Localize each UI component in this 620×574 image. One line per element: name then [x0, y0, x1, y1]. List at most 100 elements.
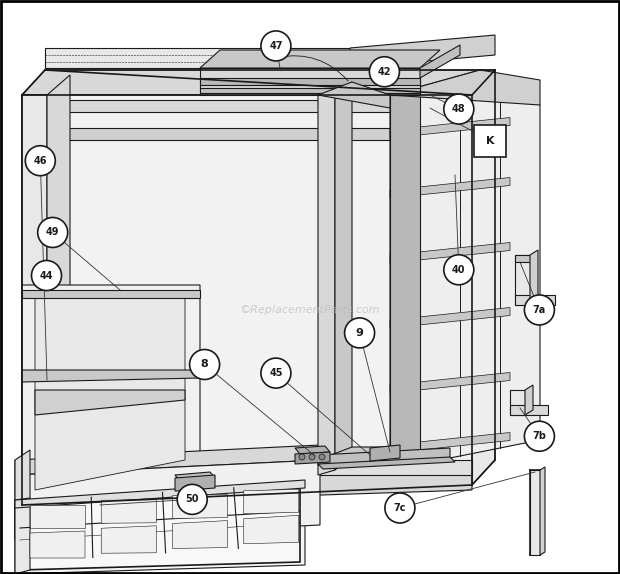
Polygon shape	[318, 457, 455, 469]
Polygon shape	[295, 446, 330, 454]
Polygon shape	[390, 242, 510, 263]
Polygon shape	[47, 75, 70, 475]
Polygon shape	[20, 483, 300, 570]
FancyBboxPatch shape	[474, 125, 506, 157]
Polygon shape	[390, 432, 510, 453]
Text: ©ReplacementParts.com: ©ReplacementParts.com	[240, 305, 380, 315]
Polygon shape	[318, 82, 390, 108]
Polygon shape	[200, 78, 420, 85]
Polygon shape	[30, 505, 85, 528]
Polygon shape	[420, 45, 460, 78]
Polygon shape	[390, 177, 510, 198]
Polygon shape	[472, 70, 495, 485]
Circle shape	[32, 261, 61, 290]
Polygon shape	[510, 390, 525, 415]
Polygon shape	[335, 82, 352, 470]
Text: 9: 9	[356, 328, 363, 338]
Polygon shape	[15, 480, 305, 508]
Polygon shape	[390, 118, 510, 138]
Polygon shape	[390, 95, 420, 470]
Text: 8: 8	[201, 359, 208, 370]
Polygon shape	[390, 70, 540, 105]
Circle shape	[525, 421, 554, 451]
Polygon shape	[22, 290, 200, 298]
Polygon shape	[244, 489, 299, 514]
Text: 48: 48	[452, 104, 466, 114]
Polygon shape	[350, 35, 495, 68]
Polygon shape	[540, 467, 545, 555]
Circle shape	[319, 454, 325, 460]
Circle shape	[299, 454, 305, 460]
Circle shape	[261, 358, 291, 388]
Text: 40: 40	[452, 265, 466, 275]
Circle shape	[261, 31, 291, 61]
Polygon shape	[15, 480, 305, 574]
Polygon shape	[22, 460, 472, 475]
Text: 7b: 7b	[533, 431, 546, 441]
Circle shape	[177, 484, 207, 514]
Polygon shape	[530, 470, 540, 555]
Polygon shape	[22, 70, 495, 95]
Text: 7c: 7c	[394, 503, 406, 513]
Text: 42: 42	[378, 67, 391, 77]
Polygon shape	[515, 255, 530, 262]
Circle shape	[38, 218, 68, 247]
Circle shape	[444, 94, 474, 124]
Polygon shape	[515, 295, 555, 305]
Polygon shape	[15, 498, 30, 574]
Text: K: K	[485, 135, 494, 146]
Polygon shape	[22, 475, 472, 505]
Polygon shape	[22, 70, 45, 505]
Polygon shape	[15, 460, 320, 540]
Text: 45: 45	[269, 368, 283, 378]
Text: 7a: 7a	[533, 305, 546, 315]
Polygon shape	[101, 526, 156, 553]
Polygon shape	[172, 521, 228, 549]
Polygon shape	[35, 295, 185, 490]
Polygon shape	[390, 373, 510, 393]
Polygon shape	[15, 445, 320, 475]
Polygon shape	[35, 390, 185, 415]
Polygon shape	[22, 370, 200, 382]
Polygon shape	[172, 495, 228, 518]
Polygon shape	[295, 452, 330, 464]
Text: 50: 50	[185, 494, 199, 505]
Polygon shape	[30, 128, 465, 140]
Text: 49: 49	[46, 227, 60, 238]
Circle shape	[345, 318, 374, 348]
Polygon shape	[22, 285, 200, 505]
Polygon shape	[30, 100, 465, 112]
Circle shape	[309, 454, 315, 460]
Polygon shape	[101, 500, 156, 523]
Text: 46: 46	[33, 156, 47, 166]
Polygon shape	[200, 50, 440, 68]
Polygon shape	[318, 95, 335, 475]
Circle shape	[370, 57, 399, 87]
Polygon shape	[22, 95, 47, 505]
Polygon shape	[525, 385, 533, 415]
Polygon shape	[45, 48, 350, 68]
Polygon shape	[390, 308, 510, 328]
Circle shape	[25, 146, 55, 176]
Polygon shape	[22, 95, 472, 505]
FancyArrowPatch shape	[278, 56, 348, 81]
Circle shape	[190, 350, 219, 379]
Polygon shape	[515, 255, 530, 305]
Polygon shape	[510, 405, 548, 415]
Polygon shape	[530, 250, 538, 305]
Polygon shape	[390, 70, 540, 470]
Polygon shape	[30, 531, 85, 558]
Polygon shape	[175, 472, 215, 481]
Circle shape	[385, 493, 415, 523]
Polygon shape	[200, 68, 420, 95]
Polygon shape	[244, 515, 299, 544]
Polygon shape	[370, 445, 400, 461]
Polygon shape	[200, 88, 420, 93]
Polygon shape	[15, 450, 30, 540]
Polygon shape	[318, 448, 450, 465]
Circle shape	[525, 295, 554, 325]
Circle shape	[444, 255, 474, 285]
Text: 47: 47	[269, 41, 283, 51]
Polygon shape	[318, 447, 390, 460]
Polygon shape	[175, 475, 215, 491]
